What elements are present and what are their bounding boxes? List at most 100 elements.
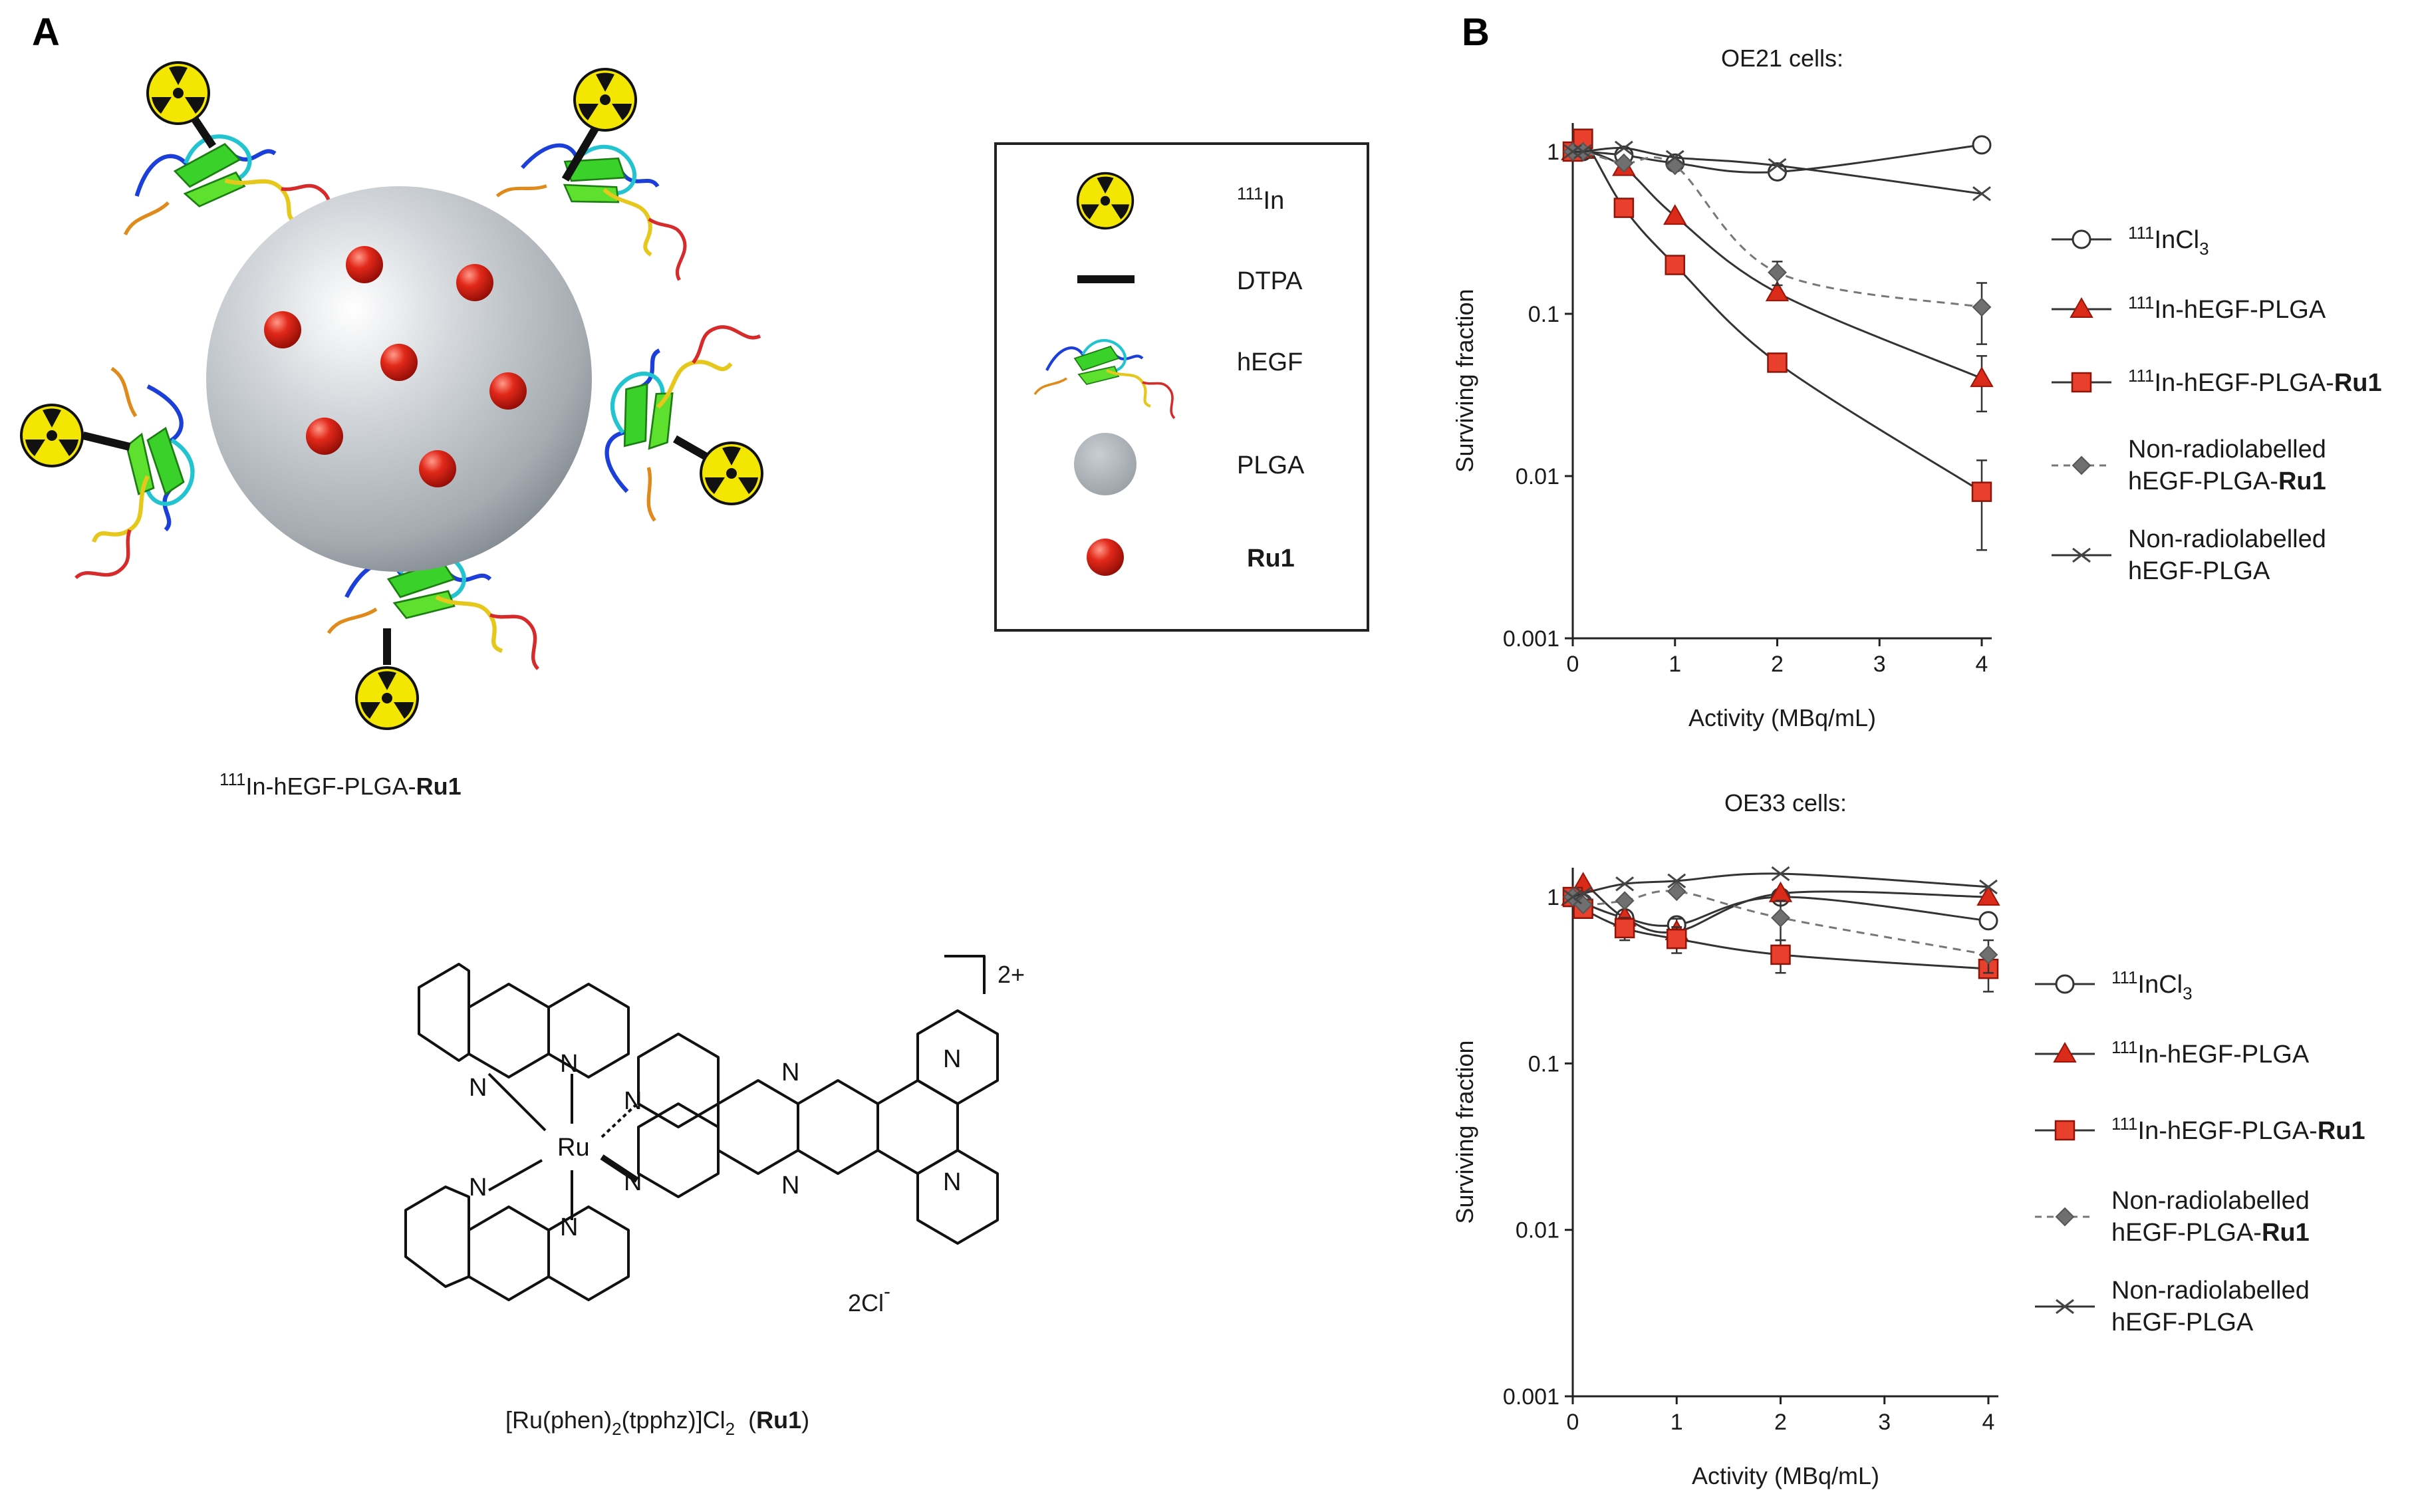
legend-entry-nonrad_ru1: Non-radiolabelled hEGF-PLGA-Ru1: [2035, 1187, 2310, 1247]
nanoparticle-illustration: [20, 61, 763, 730]
y-tick-label: 1: [1547, 140, 1559, 165]
data-point: [1971, 481, 1992, 502]
data-point: [1614, 140, 1633, 156]
data-point: [1614, 918, 1635, 939]
component-legend: 111In DTPA hEGF PLGA Ru1: [994, 142, 1369, 632]
series-line: [1571, 135, 1982, 493]
x-tick-label: 2: [1771, 652, 1784, 677]
hegf-ligand-5: [329, 553, 538, 670]
data-point: [1770, 944, 1791, 965]
legend-entry-incl3: 111InCl3: [2052, 223, 2209, 259]
legend-entry-hegf_plga_ru1: 111In-hEGF-PLGA-Ru1: [2035, 1114, 2365, 1145]
series-nonrad: [1563, 866, 1998, 905]
radioactive-icon: [355, 666, 419, 730]
legend-entry-incl3: 111InCl3: [2035, 967, 2193, 1003]
ru1-compound-caption: [Ru(phen)2(tpphz)]Cl2 (Ru1): [505, 1406, 809, 1439]
ru1-chemical-structure: [404, 955, 999, 1301]
y-tick-label: 1: [1547, 885, 1559, 910]
svg-text:N: N: [469, 1174, 487, 1201]
data-point: [1978, 911, 1998, 931]
oe33-legend: 111InCl3 111In-hEGF-PLGA 111In-hEGF-PLGA-R…: [2035, 967, 2365, 1336]
data-point: [1615, 876, 1635, 892]
ru1-sphere-icon: [1087, 539, 1124, 576]
svg-text:N: N: [943, 1045, 961, 1073]
legend-label-in: 111In: [1237, 184, 1284, 215]
x-tick-label: 0: [1567, 652, 1579, 677]
data-point: [1972, 135, 1992, 155]
legend-text: 111In-hEGF-PLGA-Ru1: [2128, 366, 2382, 397]
data-point: [1663, 204, 1687, 225]
data-point: [1767, 352, 1788, 373]
data-point: [1972, 297, 1992, 317]
legend-text: Non-radiolabelled: [2128, 525, 2326, 553]
legend-text: 111In-hEGF-PLGA-Ru1: [2111, 1114, 2365, 1145]
legend-marker: [2055, 1207, 2075, 1227]
legend-label-hegf: hEGF: [1237, 348, 1303, 376]
series-hegf_plga_ru1: [1562, 128, 1992, 551]
data-point: [1667, 873, 1686, 889]
data-point: [1978, 945, 1998, 965]
data-point: [1615, 891, 1635, 911]
legend-marker: [2055, 974, 2075, 994]
legend-label-plga: PLGA: [1237, 451, 1305, 479]
oe21-chart: OE21 cells: 0.001 0.01 0.1 1 0 1 2 3 4 Activity (M…: [1451, 45, 1994, 731]
dtpa-linker: [561, 120, 603, 182]
legend-label-ru1: Ru1: [1247, 545, 1295, 572]
legend-entry-hegf_plga_ru1: 111In-hEGF-PLGA-Ru1: [2052, 366, 2382, 397]
ru1-particle: [489, 372, 527, 410]
y-tick-label: 0.1: [1528, 1051, 1559, 1076]
x-tick-label: 3: [1873, 652, 1886, 677]
plga-sphere-icon: [1074, 433, 1137, 495]
ru1-particle: [380, 344, 418, 381]
x-axis-label: Activity (MBq/mL): [1688, 704, 1876, 731]
legend-marker: [2053, 1041, 2077, 1063]
data-point: [1771, 866, 1790, 882]
svg-text:N: N: [624, 1087, 642, 1115]
legend-text: 111In-hEGF-PLGA: [2128, 293, 2326, 324]
legend-label-dtpa: DTPA: [1237, 267, 1303, 295]
legend-marker: [2054, 1120, 2076, 1141]
legend-text: 111In-hEGF-PLGA: [2111, 1037, 2310, 1069]
data-point: [1768, 158, 1787, 174]
oe33-chart: OE33 cells: 0.001 0.01 0.1 1 0 1 2 3 4 Activity (M…: [1451, 789, 2000, 1489]
complex-charge: 2+: [998, 961, 1025, 988]
x-tick-label: 3: [1878, 1410, 1891, 1435]
ru-atom-label: Ru: [557, 1134, 590, 1162]
y-tick-label: 0.1: [1528, 302, 1559, 327]
hegf-ligand-3: [76, 368, 193, 578]
dtpa-linker: [190, 114, 216, 149]
x-tick-label: 4: [1976, 652, 1988, 677]
legend-entry-nonrad_ru1: Non-radiolabelled hEGF-PLGA-Ru1: [2052, 436, 2326, 495]
ru1-particle: [456, 264, 493, 301]
legend-text: hEGF-PLGA-Ru1: [2111, 1219, 2310, 1247]
svg-text:N: N: [560, 1213, 578, 1241]
legend-text: hEGF-PLGA: [2128, 557, 2270, 585]
radioactive-icon: [573, 68, 637, 132]
ru1-particle: [264, 311, 301, 348]
radioactive-icon: [20, 404, 84, 467]
data-point: [1970, 366, 1994, 388]
x-axis-label: Activity (MBq/mL): [1692, 1462, 1879, 1489]
data-point: [1667, 882, 1686, 902]
svg-text:N: N: [943, 1168, 961, 1196]
y-tick-label: 0.01: [1516, 464, 1559, 489]
y-axis-label: Surviving fraction: [1451, 289, 1478, 472]
ru1-particle: [419, 450, 456, 487]
data-point: [1573, 144, 1593, 160]
y-tick-label: 0.001: [1503, 626, 1559, 652]
legend-entry-hegf_plga: 111In-hEGF-PLGA: [2052, 293, 2326, 324]
data-point: [1667, 928, 1687, 949]
chart-title: OE21 cells:: [1721, 45, 1843, 72]
structure-atom-labels: Ru N N N N N N N N N N: [469, 1045, 961, 1241]
legend-text: hEGF-PLGA-Ru1: [2128, 467, 2326, 495]
legend-text: 111InCl3: [2128, 223, 2209, 259]
data-point: [1665, 150, 1684, 165]
legend-text: 111InCl3: [2111, 967, 2193, 1003]
legend-marker: [2070, 297, 2093, 318]
svg-text:N: N: [781, 1059, 799, 1086]
y-tick-label: 0.001: [1503, 1384, 1559, 1410]
panel-a-label: A: [32, 11, 60, 54]
y-tick-label: 0.01: [1516, 1218, 1559, 1243]
data-point: [1765, 281, 1790, 302]
